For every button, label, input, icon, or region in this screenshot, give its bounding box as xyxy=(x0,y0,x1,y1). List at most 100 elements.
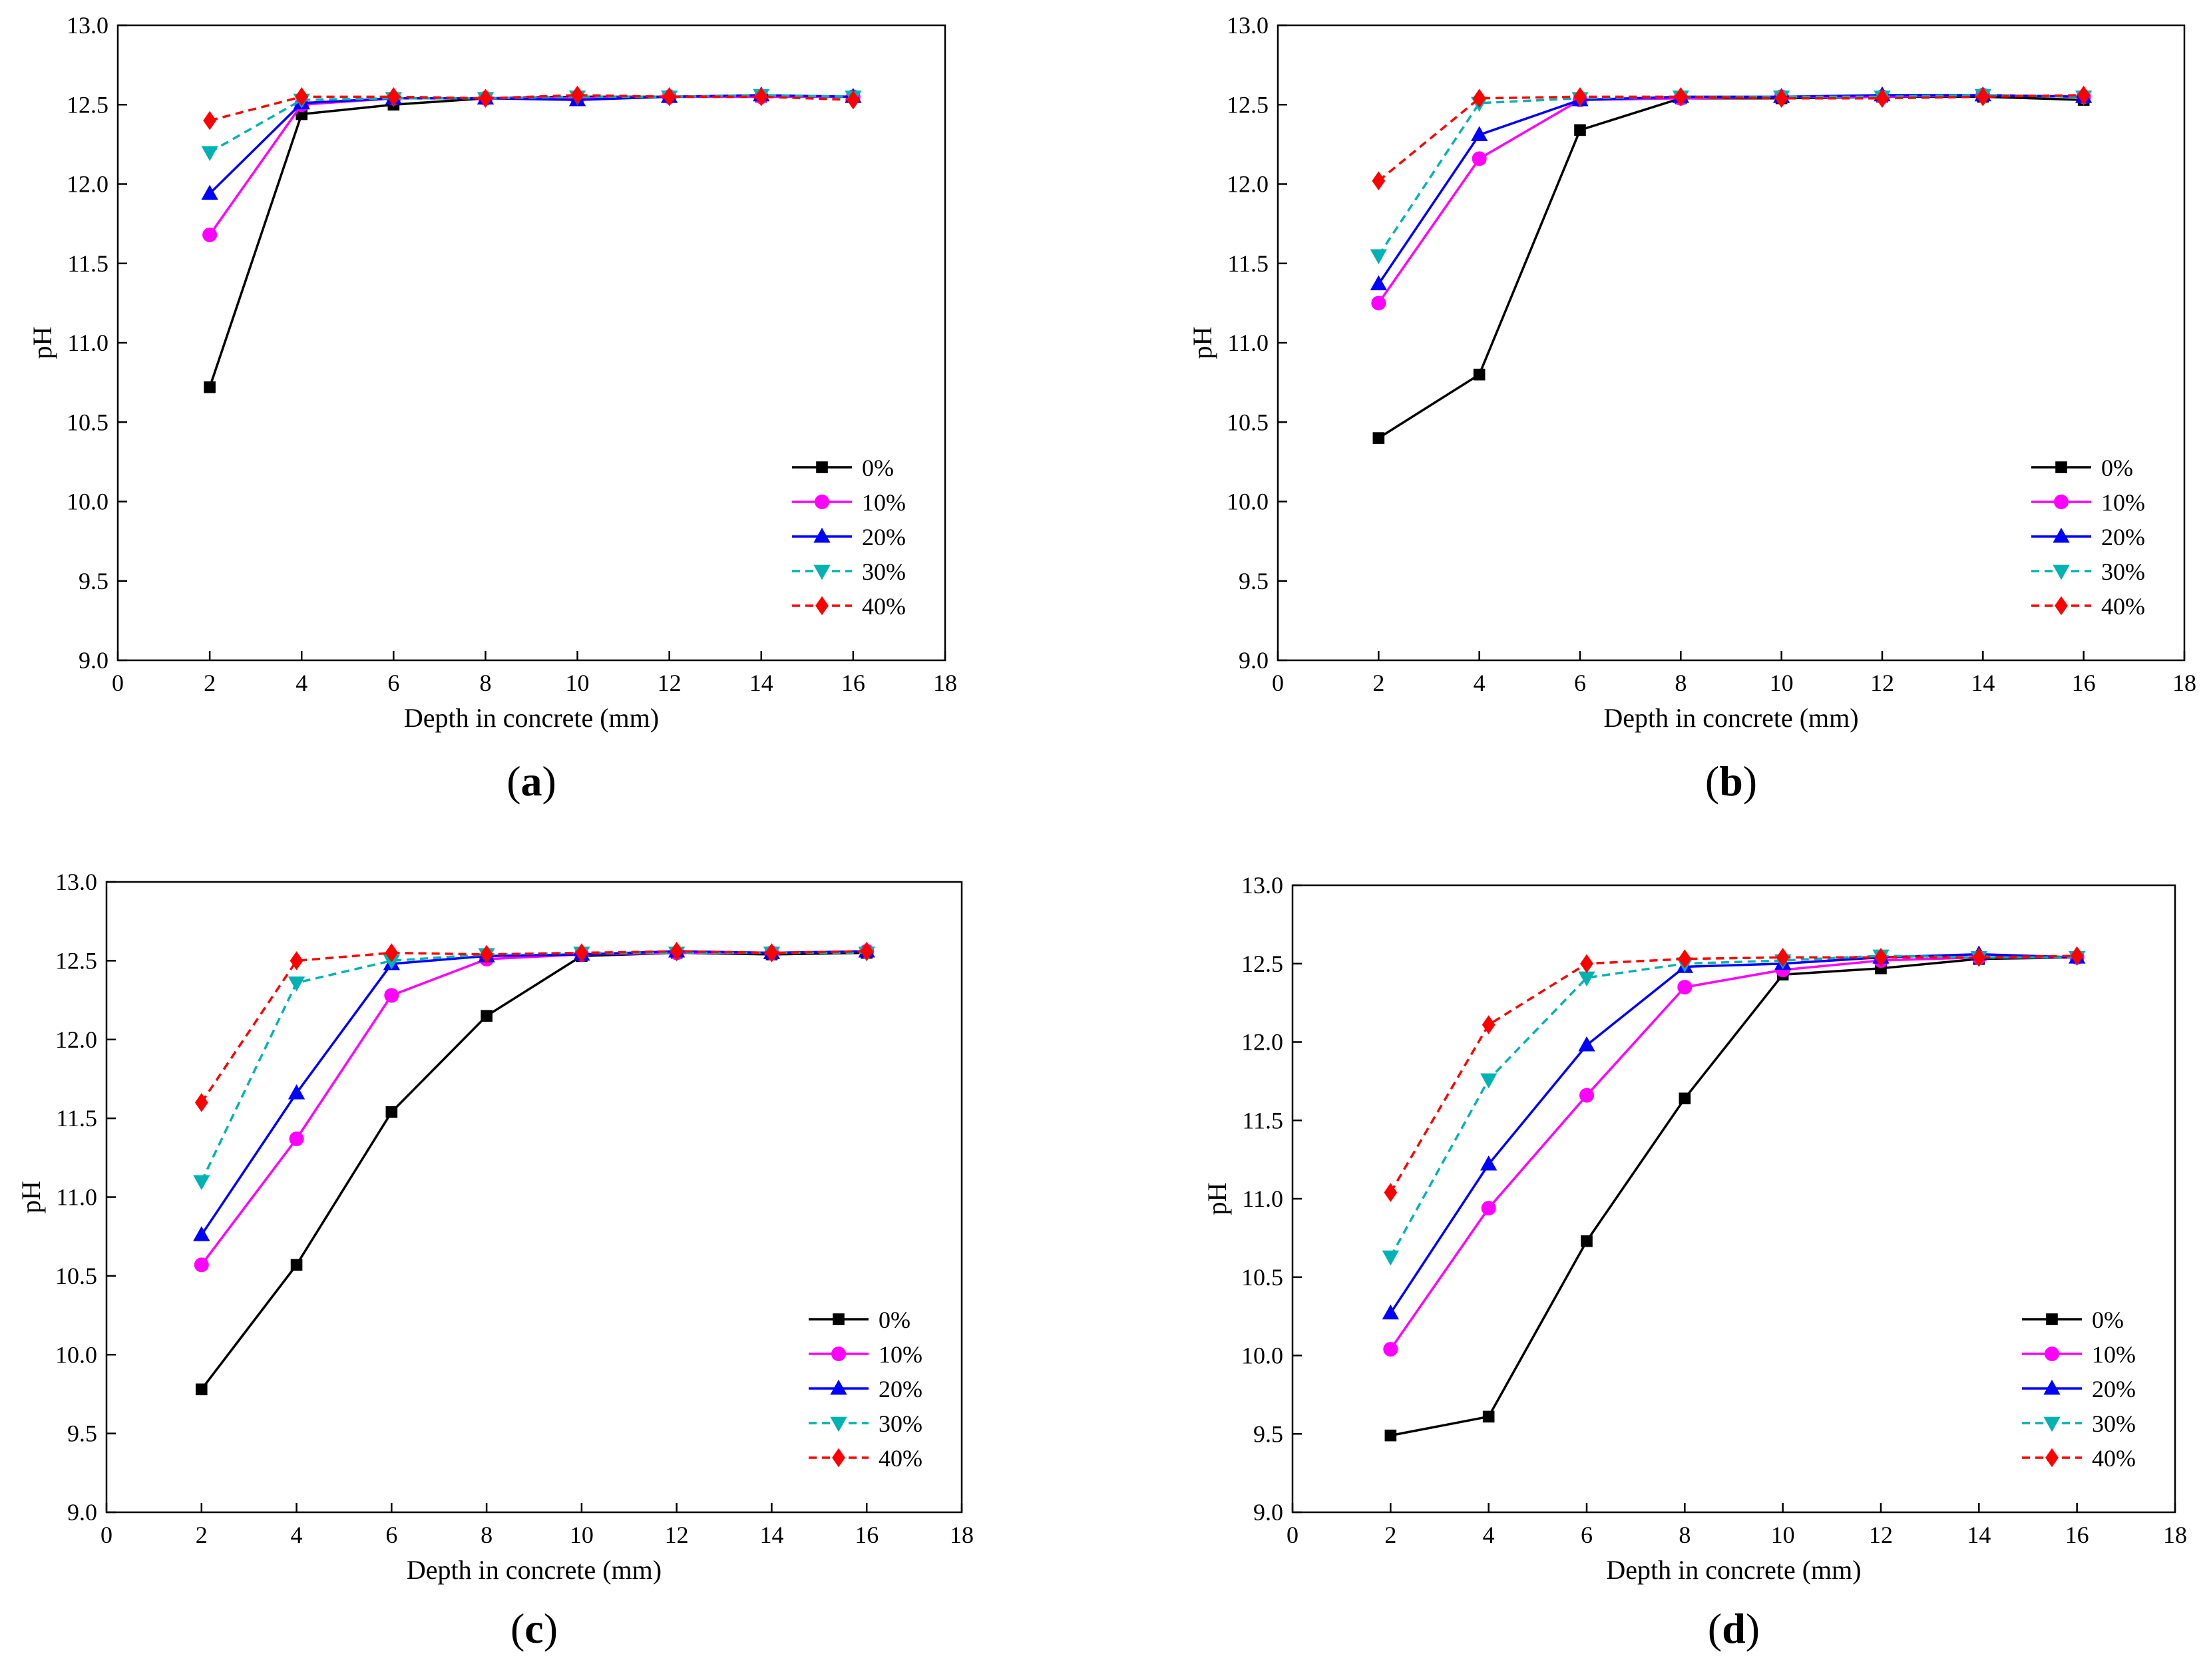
data-point xyxy=(201,146,218,161)
data-point xyxy=(1481,1201,1496,1216)
legend-marker xyxy=(830,1379,847,1395)
legend-marker xyxy=(2043,1379,2061,1395)
data-point xyxy=(385,943,399,962)
y-tick-label: 13.0 xyxy=(67,12,108,39)
data-point xyxy=(1384,1183,1398,1202)
x-axis-title: Depth in concrete (mm) xyxy=(407,1555,662,1585)
data-point xyxy=(295,87,309,106)
legend-label: 40% xyxy=(879,1445,922,1472)
data-point xyxy=(1471,126,1488,141)
y-tick-label: 9.5 xyxy=(79,568,108,594)
x-tick-label: 14 xyxy=(759,1522,783,1548)
data-point xyxy=(384,988,399,1003)
y-tick-label: 13.0 xyxy=(1241,872,1283,899)
data-point xyxy=(193,1226,210,1241)
x-tick-label: 12 xyxy=(1870,670,1894,696)
y-tick-label: 9.0 xyxy=(67,1499,97,1526)
y-tick-label: 12.0 xyxy=(67,171,108,198)
data-point xyxy=(203,110,217,130)
series-line xyxy=(1378,95,2084,439)
legend-label: 20% xyxy=(879,1376,922,1402)
y-axis-title: pH xyxy=(1187,327,1217,359)
data-point xyxy=(1482,1410,1495,1423)
y-tick-label: 11.0 xyxy=(67,329,108,356)
y-tick-label: 11.5 xyxy=(1227,250,1269,277)
data-point xyxy=(570,85,584,105)
data-point xyxy=(754,87,768,106)
series-line xyxy=(1389,956,2077,1351)
series-line xyxy=(1390,956,2077,1437)
x-tick-label: 18 xyxy=(950,1522,974,1548)
x-tick-label: 16 xyxy=(841,670,865,696)
data-point xyxy=(288,976,305,992)
legend-marker xyxy=(2053,527,2070,543)
legend-label: 30% xyxy=(879,1410,922,1437)
x-tick-label: 6 xyxy=(385,1522,397,1548)
data-point xyxy=(1678,949,1692,968)
data-point xyxy=(846,90,860,110)
x-tick-label: 6 xyxy=(1581,1522,1593,1548)
data-point xyxy=(1573,87,1587,106)
x-tick-label: 10 xyxy=(1771,1522,1795,1548)
y-tick-label: 11.0 xyxy=(1242,1185,1283,1212)
legend-label: 40% xyxy=(2101,593,2145,620)
y-tick-label: 9.0 xyxy=(1253,1499,1283,1526)
y-tick-label: 11.5 xyxy=(56,1105,97,1132)
panel-label: (d) xyxy=(1708,1605,1760,1652)
x-tick-label: 4 xyxy=(291,1522,303,1548)
y-tick-label: 10.0 xyxy=(1227,489,1269,515)
x-tick-label: 14 xyxy=(749,670,773,696)
y-tick-label: 10.0 xyxy=(1241,1343,1283,1369)
data-point xyxy=(1574,124,1586,136)
y-tick-label: 9.5 xyxy=(1239,568,1269,594)
plot-frame xyxy=(1277,24,2186,662)
x-tick-label: 0 xyxy=(100,1522,112,1548)
data-point xyxy=(574,943,588,962)
data-point xyxy=(1480,1155,1498,1171)
x-tick-label: 8 xyxy=(1675,670,1687,696)
data-point xyxy=(1382,1304,1399,1320)
y-tick-label: 12.5 xyxy=(55,947,97,974)
data-point xyxy=(194,1257,209,1273)
data-point xyxy=(670,941,684,961)
data-point xyxy=(290,1259,303,1271)
x-tick-label: 14 xyxy=(1967,1522,1991,1548)
series-line xyxy=(1389,954,2077,1193)
y-tick-label: 12.0 xyxy=(1241,1029,1283,1056)
data-point xyxy=(1370,249,1387,265)
x-tick-label: 0 xyxy=(1272,670,1284,696)
legend-marker xyxy=(815,495,829,509)
panel-label: (b) xyxy=(1705,757,1757,805)
x-tick-label: 8 xyxy=(479,670,491,696)
y-axis-title: pH xyxy=(16,1181,46,1213)
data-point xyxy=(479,89,493,108)
legend-marker xyxy=(2055,461,2067,473)
data-point xyxy=(385,1106,398,1118)
legend-label: 40% xyxy=(862,593,906,620)
series-line xyxy=(200,950,867,1104)
x-tick-label: 12 xyxy=(658,670,682,696)
legend-label: 30% xyxy=(2101,558,2145,585)
legend-marker xyxy=(2055,596,2068,616)
data-point xyxy=(1976,87,1990,106)
data-point xyxy=(195,1383,208,1396)
x-tick-label: 8 xyxy=(1679,1522,1691,1548)
data-point xyxy=(1482,1015,1496,1034)
y-tick-label: 10.0 xyxy=(55,1341,97,1368)
data-point xyxy=(1372,171,1386,191)
y-tick-label: 11.0 xyxy=(56,1184,97,1211)
y-tick-label: 12.5 xyxy=(1241,950,1283,977)
legend-label: 0% xyxy=(2092,1307,2124,1333)
legend-marker xyxy=(830,1416,847,1432)
y-tick-label: 10.5 xyxy=(67,409,108,435)
x-tick-label: 12 xyxy=(1869,1522,1893,1548)
x-tick-label: 8 xyxy=(481,1522,493,1548)
legend-marker xyxy=(2054,495,2069,509)
y-tick-label: 11.5 xyxy=(1242,1107,1283,1134)
series-line xyxy=(1378,94,2084,182)
data-point xyxy=(1677,980,1693,995)
x-axis-title: Depth in concrete (mm) xyxy=(404,703,659,733)
data-point xyxy=(481,1010,493,1022)
legend-marker xyxy=(832,1448,845,1468)
